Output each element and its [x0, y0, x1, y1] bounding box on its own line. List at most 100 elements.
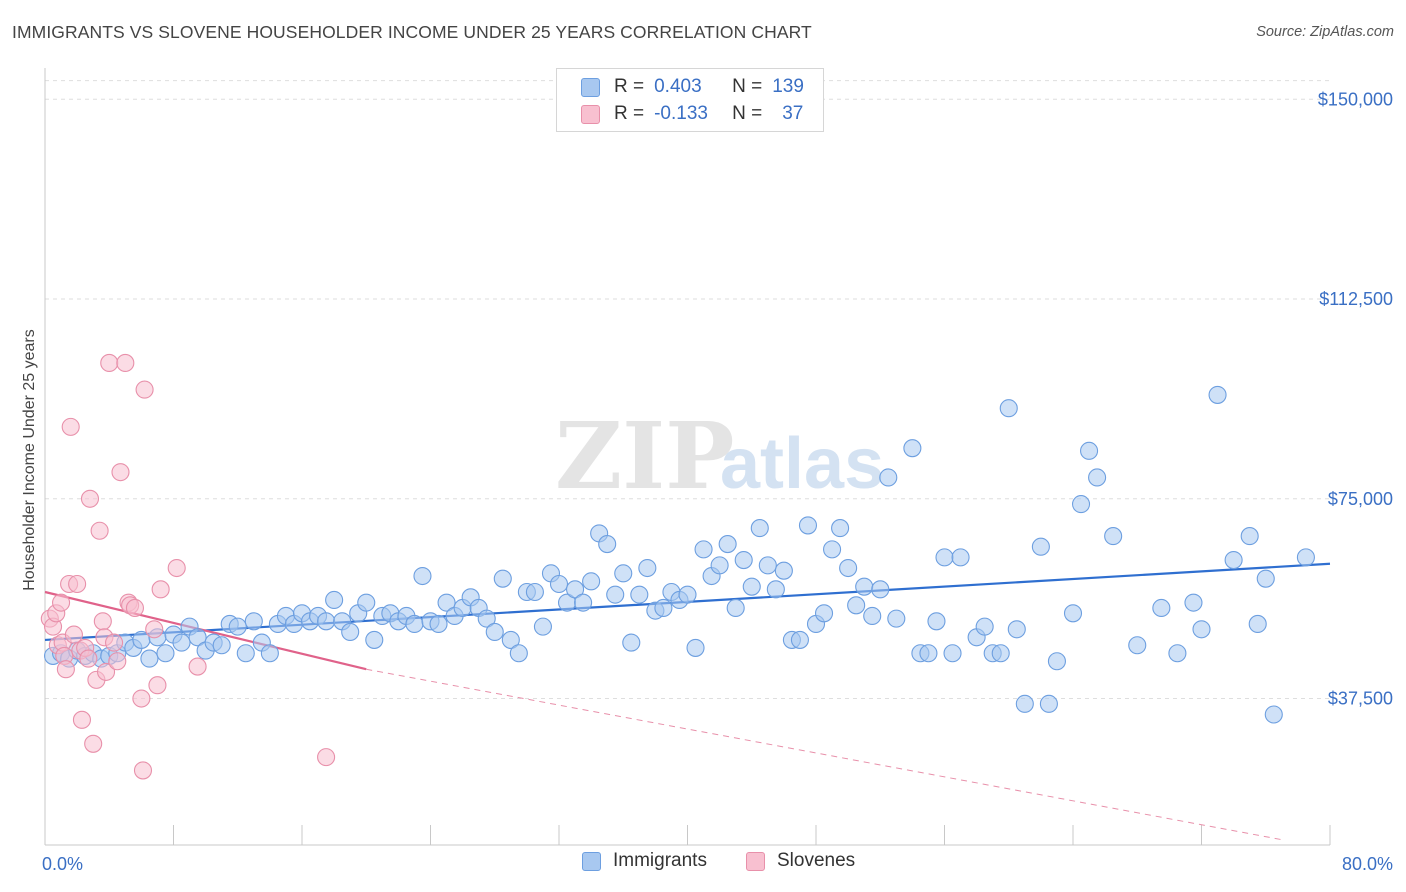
legend-r-value: -0.133: [654, 103, 708, 124]
point-immigrants: [172, 633, 191, 652]
point-immigrants: [903, 439, 922, 458]
point-immigrants: [879, 468, 898, 487]
point-immigrants: [1152, 598, 1171, 618]
point-immigrants: [847, 596, 866, 615]
slovenes-swatch: [581, 104, 600, 124]
point-immigrants: [1296, 548, 1315, 567]
point-slovenes: [133, 761, 153, 780]
point-slovenes: [80, 489, 100, 508]
point-slovenes: [56, 660, 75, 679]
point-immigrants: [1104, 527, 1123, 546]
point-immigrants: [943, 644, 962, 663]
legend-row-slovenes: R = -0.133 N = 37: [581, 102, 803, 126]
point-immigrants: [437, 593, 456, 612]
legend-row-immigrants: R = 0.403 N = 139: [581, 75, 804, 99]
legend-label: Slovenes: [777, 850, 856, 871]
y-tick-label: $75,000: [1328, 489, 1393, 509]
point-immigrants: [1248, 614, 1267, 634]
point-immigrants: [341, 622, 360, 641]
point-immigrants: [1264, 705, 1283, 724]
point-immigrants: [839, 558, 858, 578]
point-immigrants: [1240, 527, 1259, 546]
point-immigrants: [718, 535, 737, 554]
point-immigrants: [1192, 620, 1211, 639]
point-immigrants: [774, 561, 793, 580]
point-immigrants: [1031, 537, 1050, 556]
point-immigrants: [999, 399, 1018, 418]
point-slovenes: [317, 748, 336, 767]
legend-r-label: R =: [614, 103, 645, 124]
point-immigrants: [831, 519, 850, 538]
point-slovenes: [135, 380, 154, 399]
point-slovenes: [188, 657, 207, 676]
point-slovenes: [64, 625, 83, 644]
point-immigrants: [405, 614, 424, 634]
point-slovenes: [111, 463, 130, 482]
point-immigrants: [228, 617, 247, 636]
point-immigrants: [156, 644, 175, 663]
watermark-zip: ZIP: [555, 402, 734, 510]
point-slovenes: [151, 580, 170, 599]
point-immigrants: [1168, 644, 1187, 663]
y-tick-label: $37,500: [1328, 689, 1393, 709]
legend-label: Immigrants: [613, 850, 707, 871]
point-immigrants: [574, 593, 593, 612]
point-immigrants: [1128, 636, 1147, 655]
point-immigrants: [525, 582, 544, 602]
point-immigrants: [758, 556, 777, 575]
point-immigrants: [1080, 441, 1099, 460]
point-immigrants: [325, 590, 344, 610]
y-tick-labels: $37,500 $75,000 $112,500 $150,000: [1318, 89, 1393, 708]
point-immigrants: [814, 604, 834, 623]
point-immigrants: [823, 540, 842, 559]
trend-line-slovenes: [44, 590, 367, 671]
point-immigrants: [734, 550, 753, 570]
point-immigrants: [582, 572, 601, 591]
point-immigrants: [509, 644, 528, 663]
slovenes-swatch: [746, 851, 765, 871]
immigrants-swatch: [582, 851, 601, 871]
point-immigrants: [798, 516, 818, 535]
point-immigrants: [212, 636, 231, 655]
legend-n-value: 139: [772, 76, 804, 97]
point-immigrants: [871, 580, 890, 599]
point-immigrants: [614, 564, 633, 583]
point-immigrants: [790, 630, 809, 649]
point-slovenes: [90, 521, 109, 540]
point-immigrants: [260, 644, 279, 663]
point-slovenes: [105, 633, 124, 652]
point-immigrants: [991, 644, 1010, 663]
point-immigrants: [236, 644, 255, 663]
point-slovenes: [96, 662, 116, 681]
point-immigrants: [887, 609, 906, 628]
point-immigrants: [413, 566, 432, 586]
immigrants-swatch: [581, 77, 600, 97]
trend-line-extension-slovenes: [366, 668, 1282, 841]
gridlines: [45, 80, 1330, 700]
point-immigrants: [638, 558, 657, 578]
point-slovenes: [84, 734, 103, 753]
legend-item-slovenes[interactable]: Slovenes: [746, 850, 855, 872]
point-slovenes: [93, 612, 112, 631]
point-immigrants: [188, 628, 207, 647]
point-slovenes: [148, 676, 167, 695]
data-points: [40, 353, 1315, 780]
point-immigrants: [566, 580, 585, 599]
point-immigrants: [630, 585, 649, 604]
point-immigrants: [1256, 569, 1275, 588]
point-immigrants: [927, 612, 946, 631]
legend-n-value: 37: [782, 103, 804, 124]
point-immigrants: [766, 580, 785, 599]
x-tick-labels: 0.0% 80.0%: [42, 854, 1393, 874]
point-slovenes: [100, 353, 119, 373]
x-tick-label: 0.0%: [42, 854, 83, 874]
point-immigrants: [1184, 593, 1203, 612]
point-immigrants: [622, 633, 641, 652]
chart-title: IMMIGRANTS VS SLOVENE HOUSEHOLDER INCOME…: [12, 22, 812, 42]
legend-item-immigrants[interactable]: Immigrants: [582, 850, 707, 872]
point-immigrants: [1039, 694, 1058, 713]
point-immigrants: [726, 598, 745, 618]
trend-lines: [44, 562, 1331, 841]
